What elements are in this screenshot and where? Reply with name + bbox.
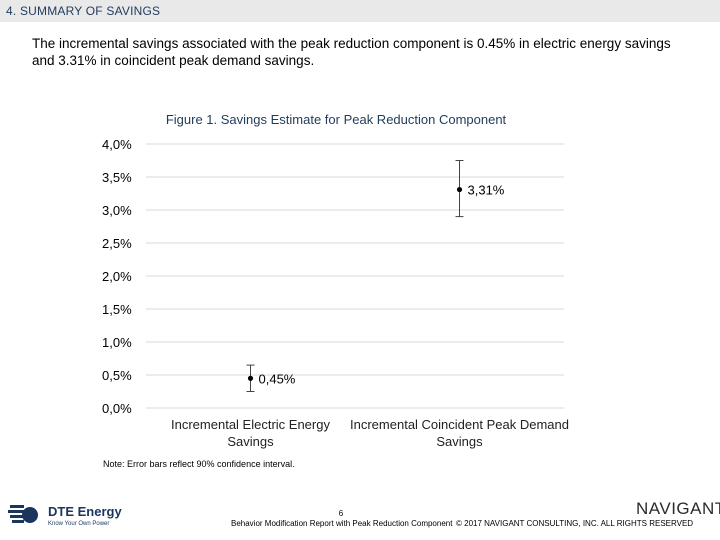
section-title: 4. SUMMARY OF SAVINGS: [6, 4, 161, 18]
navigant-logo: NAVIGANT: [636, 499, 720, 518]
dte-logo-text: DTE Energy: [48, 504, 122, 519]
y-tick-label: 1,0%: [102, 335, 132, 350]
dte-sun-icon: [8, 505, 38, 523]
copyright-text: © 2017 NAVIGANT CONSULTING, INC. ALL RIG…: [456, 519, 694, 528]
grid-layer: [146, 143, 564, 409]
data-label: 0,45%: [259, 371, 296, 386]
y-tick-label: 0,0%: [102, 401, 132, 416]
y-tick-label: 2,5%: [102, 236, 132, 251]
section-header-bar: 4. SUMMARY OF SAVINGS: [0, 0, 720, 22]
dte-energy-logo: DTE Energy Know Your Own Power: [8, 497, 138, 531]
category-label: Incremental Electric Energy Savings: [171, 417, 330, 449]
category-label-layer: Incremental Electric Energy Savings Increm…: [171, 417, 569, 449]
savings-chart: 0,0% 0,5% 1,0% 1,5% 2,0% 2,5% 3,0% 3,5% 4,0% Inc…: [102, 137, 569, 449]
report-title: Behavior Modification Report with Peak R…: [231, 519, 453, 528]
y-tick-label: 4,0%: [102, 137, 132, 152]
data-point: [247, 375, 254, 381]
y-tick-label: 2,0%: [102, 269, 132, 284]
dte-logo-tagline: Know Your Own Power: [48, 521, 110, 527]
y-tick-layer: 0,0% 0,5% 1,0% 1,5% 2,0% 2,5% 3,0% 3,5% 4,0%: [102, 137, 132, 416]
intro-paragraph: The incremental savings associated with …: [32, 36, 671, 68]
y-tick-label: 3,0%: [102, 203, 132, 218]
y-tick-label: 3,5%: [102, 170, 132, 185]
chart-title: Figure 1. Savings Estimate for Peak Redu…: [165, 112, 507, 127]
data-point: [456, 186, 463, 193]
y-tick-label: 1,5%: [102, 302, 132, 317]
page-number: 6: [338, 509, 344, 518]
category-label: Incremental Coincident Peak Demand Saving…: [350, 417, 569, 449]
data-label: 3,31%: [468, 183, 505, 198]
chart-note: Note: Error bars reflect 90% confidence …: [103, 459, 295, 469]
y-tick-label: 0,5%: [102, 368, 132, 383]
data-point-layer: 0,45% 3,31%: [246, 160, 505, 392]
